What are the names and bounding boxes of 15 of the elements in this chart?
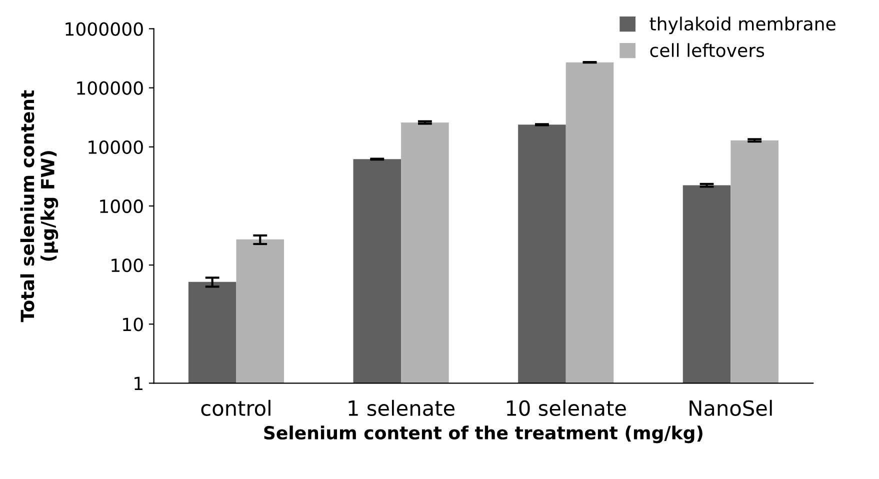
y-tick-label: 100 (112, 258, 143, 272)
x-tick-label: NanoSel (690, 400, 772, 416)
legend-label: thylakoid membrane (650, 16, 836, 34)
y-tick-label: 10 (123, 318, 143, 332)
y-tick-label: 1000000 (66, 22, 143, 36)
x-tick-label: 10 selenate (506, 400, 626, 416)
x-axis-title: Selenium content of the treatment (mg/kg) (264, 426, 702, 444)
y-tick-label: 1 (134, 376, 142, 390)
x-tick-label: control (201, 400, 270, 416)
y-tick-label: 10000 (88, 140, 143, 154)
x-tick-label: 1 selenate (348, 400, 454, 416)
y-axis-title: Total selenium content (µg/kg FW) (20, 90, 58, 322)
legend-label: cell leftovers (650, 43, 764, 58)
y-tick-label: 1000 (100, 199, 143, 214)
y-tick-label: 100000 (77, 81, 143, 95)
